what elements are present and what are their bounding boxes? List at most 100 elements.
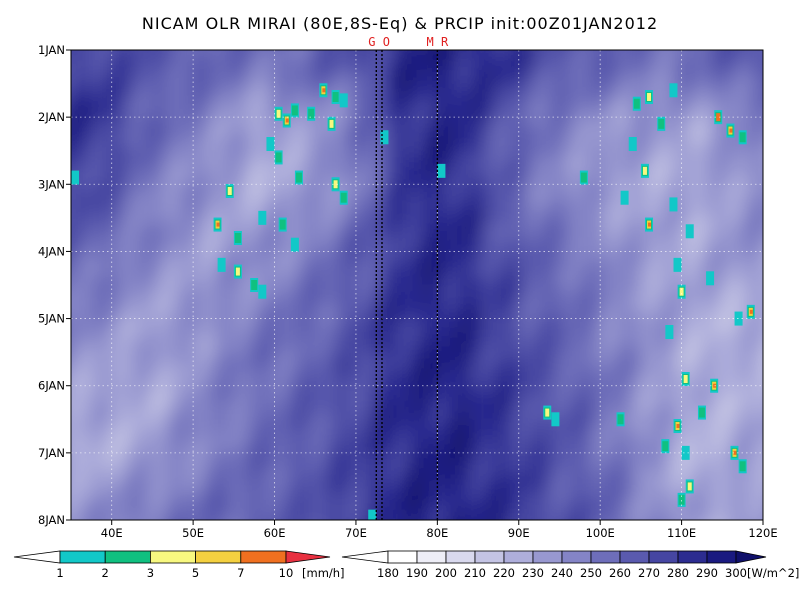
olr-cell <box>140 50 154 58</box>
olr-cell <box>286 271 300 279</box>
olr-cell <box>91 278 105 286</box>
olr-cell <box>567 426 581 434</box>
olr-cell <box>640 432 654 441</box>
olr-cell <box>213 513 227 520</box>
olr-cell <box>189 144 202 152</box>
olr-cell <box>763 379 776 386</box>
olr-cell <box>518 164 532 172</box>
olr-cell <box>433 231 447 239</box>
olr-cell <box>115 365 129 373</box>
olr-cell <box>250 197 263 206</box>
olr-cell <box>518 493 532 501</box>
olr-cell <box>433 97 447 105</box>
olr-cell <box>323 372 337 380</box>
olr-cell <box>689 191 703 199</box>
olr-cell <box>433 177 447 185</box>
olr-cell <box>421 372 434 380</box>
olr-cell <box>372 385 386 394</box>
olr-cell <box>347 426 361 434</box>
olr-cell <box>225 432 239 441</box>
olr-cell <box>677 264 691 273</box>
olr-cell <box>543 466 556 474</box>
olr-cell <box>616 372 630 380</box>
olr-cell <box>604 439 618 447</box>
olr-cell <box>580 37 593 44</box>
olr-cell <box>384 499 398 508</box>
olr-cell <box>140 452 154 461</box>
olr-cell <box>408 170 422 179</box>
olr-cell <box>470 37 483 44</box>
olr-cell <box>408 452 422 461</box>
olr-cell <box>628 110 642 118</box>
olr-cell <box>604 412 618 420</box>
olr-cell <box>347 405 361 414</box>
olr-cell <box>71 278 80 286</box>
olr-cell <box>433 432 447 441</box>
olr-cell <box>189 291 202 300</box>
olr-colorbar-max-arrow <box>735 550 767 564</box>
olr-cell <box>152 486 166 494</box>
olr-cell <box>127 170 141 179</box>
olr-cell <box>213 385 227 394</box>
olr-cell <box>298 103 312 112</box>
olr-cell <box>543 271 556 279</box>
olr-cell <box>103 177 117 185</box>
olr-cell <box>237 56 251 65</box>
olr-cell <box>250 271 263 279</box>
olr-cell <box>530 251 544 259</box>
olr-cell <box>568 533 581 540</box>
olr-cell <box>201 338 215 347</box>
olr-cell <box>518 244 532 253</box>
olr-cell <box>482 473 495 481</box>
olr-cell <box>640 493 654 501</box>
olr-cell <box>604 103 618 112</box>
olr-cell <box>579 238 593 246</box>
precip-cell <box>71 170 80 185</box>
olr-cell <box>592 426 605 434</box>
olr-cell <box>543 83 556 91</box>
olr-cell <box>408 486 422 494</box>
olr-cell <box>408 338 422 347</box>
olr-cell <box>347 204 361 212</box>
olr-cell <box>628 83 642 91</box>
olr-cell <box>628 365 642 373</box>
olr-cell <box>640 204 654 212</box>
olr-cell <box>152 385 166 394</box>
olr-cell <box>127 493 141 501</box>
olr-cell <box>433 379 447 387</box>
precip-colorbar-label: 3 <box>147 566 154 580</box>
olr-cell <box>457 191 471 199</box>
olr-cell <box>323 419 337 427</box>
olr-cell <box>653 204 666 212</box>
olr-cell <box>372 110 386 118</box>
olr-cell <box>384 479 398 488</box>
olr-cell <box>482 137 495 145</box>
olr-cell <box>457 224 471 232</box>
olr-cell <box>738 372 752 380</box>
olr-cell <box>91 305 105 313</box>
olr-cell <box>250 439 263 447</box>
olr-cell <box>152 311 166 320</box>
olr-cell <box>103 399 117 407</box>
olr-cell <box>567 63 581 71</box>
olr-cell <box>750 251 763 259</box>
marker-label: M R <box>427 35 449 49</box>
olr-cell <box>408 251 422 259</box>
olr-cell <box>445 479 459 488</box>
olr-cell <box>372 379 386 387</box>
olr-cell <box>347 446 361 454</box>
olr-cell <box>55 433 68 440</box>
olr-cell <box>274 311 288 320</box>
olr-cell <box>592 184 605 192</box>
olr-cell <box>567 144 581 152</box>
olr-cell <box>469 506 483 514</box>
olr-cell <box>189 392 202 400</box>
olr-cell <box>482 372 495 380</box>
olr-cell <box>55 500 68 507</box>
olr-cell <box>298 499 312 508</box>
olr-cell <box>408 144 422 152</box>
olr-cell <box>555 520 568 527</box>
olr-cell <box>530 459 544 467</box>
olr-cell <box>689 264 703 273</box>
olr-cell <box>629 527 642 534</box>
